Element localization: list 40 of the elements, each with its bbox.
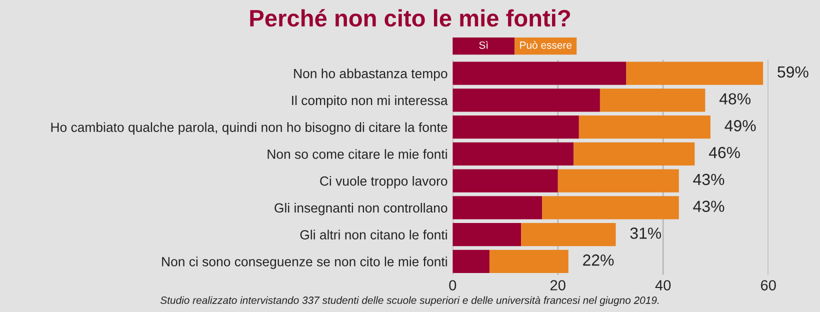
total-label: 59% bbox=[778, 66, 808, 78]
x-tick-label: 20 bbox=[550, 280, 566, 290]
bar bbox=[542, 196, 679, 220]
y-tick-label: Gli altri non citano le fonti bbox=[300, 230, 447, 240]
total-label: 48% bbox=[719, 93, 750, 104]
bar bbox=[452, 196, 542, 220]
bar bbox=[452, 250, 490, 273]
bar bbox=[452, 62, 626, 85]
text: Studio realizzato intervistando 337 studenti delle scuole superiori e delle università francesi nel giugno 2019. bbox=[160, 296, 659, 306]
y-tick-label: Il compito non mi interessa bbox=[292, 95, 448, 108]
y-tick-label: Non so come citare le mie fonti bbox=[268, 149, 447, 159]
total-label: 49% bbox=[724, 120, 756, 132]
bar bbox=[558, 169, 679, 192]
bar bbox=[452, 88, 600, 112]
x-tick-label: 0 bbox=[449, 280, 456, 290]
total-label: 43% bbox=[693, 200, 724, 212]
y-tick-label: Non ci sono conseguenze se non cito le mie fonti bbox=[162, 256, 447, 269]
bar bbox=[452, 116, 579, 139]
bar bbox=[574, 142, 695, 166]
bar bbox=[452, 169, 558, 192]
y-tick-label: Non ho abbastanza tempo bbox=[294, 68, 448, 81]
bar bbox=[600, 88, 706, 112]
y-tick-label: Ci vuole troppo lavoro bbox=[320, 176, 448, 188]
x-tick-label: 60 bbox=[760, 280, 776, 290]
total-label: 31% bbox=[630, 228, 662, 239]
text: Può essere bbox=[520, 41, 572, 49]
x-tick-label: 40 bbox=[655, 280, 671, 290]
total-label: 43% bbox=[693, 174, 724, 186]
y-tick-label: Gli insegnanti non controllano bbox=[274, 202, 448, 216]
total-label: 46% bbox=[708, 146, 740, 158]
bar bbox=[626, 62, 764, 85]
total-label: 22% bbox=[583, 254, 614, 266]
bar bbox=[521, 223, 616, 246]
series-label: Sì bbox=[479, 41, 488, 49]
bar bbox=[452, 223, 522, 246]
bar bbox=[452, 142, 574, 166]
bar bbox=[489, 250, 568, 273]
chart-title: Perché non cito le mie fonti? bbox=[250, 9, 570, 27]
bar bbox=[578, 116, 710, 139]
y-tick-label: Ho cambiato qualche parola, quindi non ho bisogno di citare la fonte bbox=[51, 122, 448, 135]
